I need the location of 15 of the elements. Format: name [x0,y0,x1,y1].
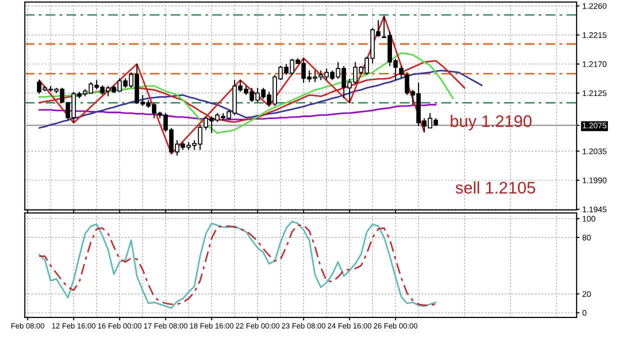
y-tick-label: 1.2170 [582,61,606,68]
y-tick-label: 0 [582,310,586,316]
y-tick-label: 1.2125 [582,90,606,96]
y-tick-label: 20 [582,291,591,297]
annotation: buy 1.2190 [450,114,532,130]
y-tick-label: 1.2075 [582,122,606,128]
line-series [38,70,483,129]
y-tick-label: 100 [582,216,596,222]
y-tick-label: 1.1990 [582,178,606,184]
y-tick-label: 1.2260 [582,3,606,9]
y-tick-label: 1.2215 [582,32,606,38]
annotation: sell 1.2105 [456,181,536,194]
y-tick-label: 1.2035 [582,148,606,154]
y-tick-label: 1.1945 [582,206,606,212]
y-tick-label: 80 [582,234,591,240]
